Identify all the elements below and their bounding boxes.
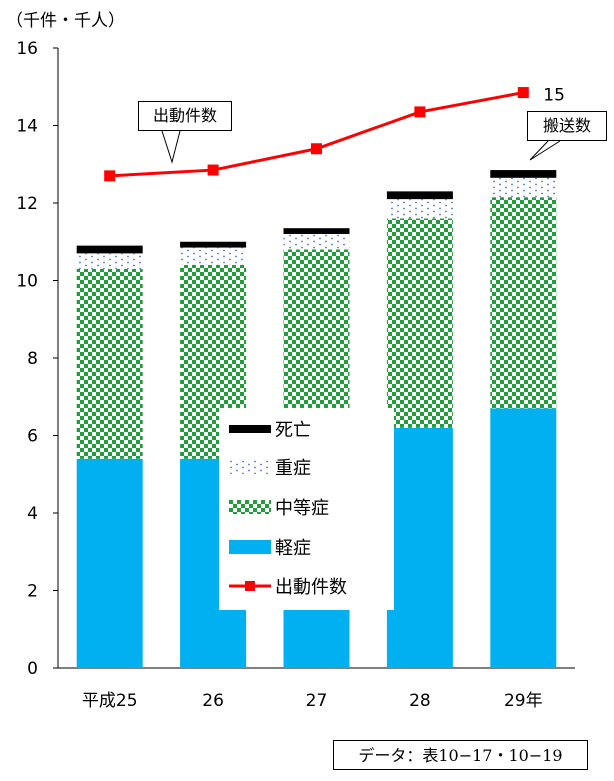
bar-deaths <box>386 191 453 200</box>
source-note: データ：表10−17・10−19 <box>333 740 588 770</box>
y-tick-label: 10 <box>16 272 38 292</box>
legend-swatch-minor <box>229 540 271 554</box>
y-tick-label: 4 <box>27 504 38 524</box>
bar-serious <box>490 177 557 198</box>
transport-callout-text: 搬送数 <box>542 116 591 135</box>
bar-moderate <box>490 197 557 409</box>
y-tick-label: 12 <box>16 194 38 214</box>
bar-deaths <box>283 228 350 234</box>
bar-moderate <box>386 218 453 428</box>
x-tick-label: 29年 <box>504 691 543 711</box>
legend-swatch-dispatches <box>229 581 271 591</box>
x-tick-label: 28 <box>409 691 431 711</box>
legend-item-minor: 軽症 <box>229 534 311 560</box>
legend-swatch-moderate <box>229 500 271 514</box>
x-tick-label: 26 <box>202 691 224 711</box>
y-tick-label: 8 <box>27 349 38 369</box>
transport-callout-pointer <box>529 140 561 161</box>
bar-deaths <box>490 170 557 178</box>
bar-deaths <box>180 241 247 248</box>
bar-serious <box>180 247 247 265</box>
bar-minor <box>490 408 557 668</box>
legend: 死亡 重症 中等症 軽症 出動件数 <box>219 408 394 610</box>
bar-serious <box>76 253 143 269</box>
transport-callout: 搬送数 <box>527 111 607 141</box>
unit-label: （千件・千人） <box>6 11 125 31</box>
y-tick-label: 2 <box>27 582 38 602</box>
dispatch-callout: 出動件数 <box>138 101 232 131</box>
bar-serious <box>283 234 350 250</box>
x-tick-label: 27 <box>306 691 328 711</box>
legend-label-serious: 重症 <box>275 458 311 479</box>
y-tick-label: 6 <box>27 427 38 447</box>
dispatch-callout-pointer <box>161 130 181 164</box>
legend-label-moderate: 中等症 <box>275 498 329 519</box>
dispatch-point <box>414 106 426 118</box>
legend-item-serious: 重症 <box>229 454 311 480</box>
bar-serious <box>386 199 453 219</box>
dispatch-data-label: 15 <box>543 86 565 106</box>
bar-deaths <box>76 245 143 254</box>
y-tick-label: 14 <box>16 117 38 137</box>
y-tick-label: 16 <box>16 39 38 59</box>
y-tick-label: 0 <box>27 659 38 679</box>
dispatch-callout-text: 出動件数 <box>152 106 217 125</box>
legend-swatch-serious <box>229 460 271 474</box>
legend-item-deaths: 死亡 <box>229 416 311 442</box>
legend-swatch-deaths <box>229 425 271 433</box>
legend-label-dispatches: 出動件数 <box>275 577 347 598</box>
legend-label-deaths: 死亡 <box>275 420 311 441</box>
legend-label-minor: 軽症 <box>275 538 311 559</box>
legend-item-dispatches: 出動件数 <box>229 573 347 599</box>
bar-moderate <box>76 268 143 459</box>
dispatch-point <box>517 87 529 99</box>
bar-minor <box>386 427 453 668</box>
dispatch-point <box>311 143 322 155</box>
dispatch-point <box>207 164 219 176</box>
dispatch-point <box>104 170 116 182</box>
bar-minor <box>76 458 143 668</box>
x-tick-label: 平成25 <box>82 691 138 711</box>
legend-item-moderate: 中等症 <box>229 494 329 520</box>
